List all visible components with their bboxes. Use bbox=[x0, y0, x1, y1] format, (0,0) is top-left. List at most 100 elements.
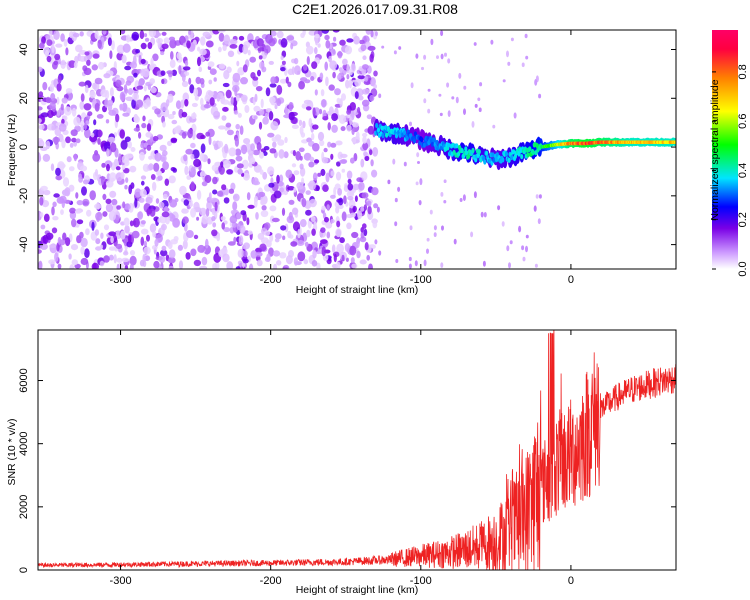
noise-blob bbox=[458, 72, 462, 79]
noise-blob bbox=[38, 66, 43, 72]
noise-blob bbox=[285, 169, 293, 179]
noise-blob bbox=[42, 81, 48, 91]
noise-blob bbox=[109, 172, 117, 182]
noise-blob bbox=[190, 248, 197, 257]
noise-blob bbox=[125, 34, 131, 43]
signal-point bbox=[501, 157, 505, 163]
noise-blob bbox=[129, 250, 136, 256]
noise-blob bbox=[319, 72, 324, 80]
noise-blob bbox=[122, 201, 126, 209]
noise-blob bbox=[312, 124, 319, 130]
noise-blob bbox=[106, 148, 110, 157]
noise-blob bbox=[129, 263, 134, 269]
noise-blob bbox=[341, 93, 346, 101]
y-tick-label: -40 bbox=[18, 237, 30, 253]
noise-blob bbox=[332, 71, 336, 79]
noise-blob bbox=[423, 54, 427, 60]
noise-blob bbox=[369, 94, 375, 102]
noise-blob bbox=[354, 91, 359, 100]
noise-blob bbox=[74, 209, 82, 214]
noise-blob bbox=[107, 99, 114, 107]
noise-blob bbox=[199, 152, 205, 162]
noise-blob bbox=[57, 75, 62, 84]
x-tick-label: -200 bbox=[260, 575, 282, 587]
noise-blob bbox=[61, 118, 65, 125]
noise-blob bbox=[270, 177, 274, 185]
noise-blob bbox=[147, 42, 153, 50]
noise-blob bbox=[443, 179, 447, 183]
noise-blob bbox=[79, 165, 88, 172]
noise-blob bbox=[181, 111, 188, 118]
noise-blob bbox=[463, 108, 466, 115]
noise-blob bbox=[236, 212, 242, 220]
noise-blob bbox=[463, 85, 467, 90]
noise-blob bbox=[89, 190, 96, 201]
noise-blob bbox=[320, 89, 325, 97]
noise-blob bbox=[238, 235, 244, 245]
noise-blob bbox=[62, 232, 67, 241]
noise-blob bbox=[308, 180, 316, 191]
noise-blob bbox=[373, 84, 377, 89]
noise-blob bbox=[43, 213, 50, 222]
noise-blob bbox=[336, 243, 344, 254]
noise-blob bbox=[221, 99, 230, 105]
noise-blob bbox=[292, 150, 296, 157]
noise-blob bbox=[51, 125, 56, 131]
noise-blob bbox=[115, 113, 120, 123]
noise-blob bbox=[78, 176, 83, 183]
noise-blob bbox=[409, 225, 413, 231]
noise-blob bbox=[68, 253, 72, 260]
noise-blob bbox=[168, 265, 174, 269]
snr-frame bbox=[37, 329, 677, 571]
noise-blob bbox=[170, 239, 178, 245]
noise-blob bbox=[347, 183, 354, 191]
noise-blob bbox=[52, 136, 60, 144]
noise-blob bbox=[252, 180, 261, 186]
noise-blob bbox=[153, 162, 160, 172]
noise-blob bbox=[330, 194, 336, 199]
noise-blob bbox=[84, 122, 87, 131]
noise-blob bbox=[292, 221, 301, 232]
noise-blob bbox=[338, 67, 343, 73]
noise-blob bbox=[473, 42, 477, 46]
noise-blob bbox=[314, 36, 319, 46]
signal-point bbox=[386, 126, 390, 132]
signal-point bbox=[385, 132, 389, 138]
noise-blob bbox=[160, 70, 166, 76]
noise-blob bbox=[298, 147, 305, 153]
noise-blob bbox=[142, 253, 146, 263]
noise-blob bbox=[423, 98, 427, 104]
noise-blob bbox=[100, 232, 104, 239]
noise-blob bbox=[223, 227, 231, 233]
noise-blob bbox=[373, 70, 378, 77]
noise-blob bbox=[142, 68, 150, 78]
noise-blob bbox=[52, 216, 59, 221]
noise-blob bbox=[346, 38, 354, 43]
noise-blob bbox=[348, 79, 353, 89]
noise-blob bbox=[216, 190, 224, 197]
y-tick-label: 4000 bbox=[18, 431, 30, 455]
noise-blob bbox=[79, 31, 84, 37]
noise-blob bbox=[262, 151, 268, 157]
noise-blob bbox=[203, 244, 212, 255]
y-tick-label: 6000 bbox=[18, 368, 30, 392]
noise-blob bbox=[200, 143, 206, 154]
noise-blob bbox=[362, 55, 367, 60]
noise-blob bbox=[356, 177, 363, 183]
noise-blob bbox=[71, 259, 79, 266]
noise-blob bbox=[483, 212, 487, 218]
noise-blob bbox=[181, 131, 187, 139]
noise-blob bbox=[123, 168, 130, 174]
snr-y-ticks: 0 2000 4000 6000 bbox=[18, 368, 676, 573]
noise-blob bbox=[311, 260, 318, 267]
noise-blob bbox=[199, 265, 208, 269]
noise-blob bbox=[53, 30, 60, 40]
colorbar-tick-label: 0.4 bbox=[737, 163, 749, 178]
noise-blob bbox=[323, 147, 328, 153]
noise-blob bbox=[65, 47, 69, 56]
noise-blob bbox=[447, 58, 451, 64]
noise-blob bbox=[233, 236, 237, 244]
noise-blob bbox=[152, 231, 157, 238]
noise-blob bbox=[141, 180, 145, 186]
noise-blob bbox=[54, 53, 61, 61]
